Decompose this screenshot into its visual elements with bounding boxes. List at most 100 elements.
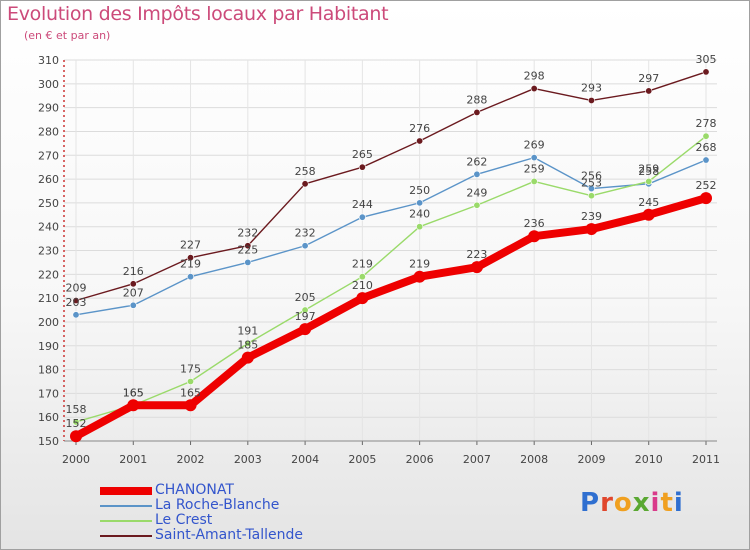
data-label-la-roche-blanche: 256 — [581, 170, 602, 183]
data-label-le-crest: 278 — [696, 117, 717, 130]
data-point-le-crest — [473, 201, 481, 209]
data-label-chanonat: 252 — [696, 179, 717, 192]
data-label-la-roche-blanche: 262 — [466, 155, 487, 168]
data-point-saint-amant-tallende — [702, 68, 710, 76]
data-point-la-roche-blanche — [187, 273, 195, 281]
x-tick-label: 2007 — [463, 453, 491, 466]
legend-swatch — [100, 487, 152, 495]
data-point-la-roche-blanche — [587, 185, 595, 193]
data-label-saint-amant-tallende: 265 — [352, 148, 373, 161]
data-point-saint-amant-tallende — [645, 87, 653, 95]
data-point-chanonat — [70, 430, 82, 443]
data-label-saint-amant-tallende: 298 — [524, 70, 545, 83]
data-point-le-crest — [587, 192, 595, 200]
y-tick-label: 280 — [38, 125, 59, 138]
data-label-le-crest: 253 — [581, 177, 602, 190]
data-label-la-roche-blanche: 232 — [295, 227, 316, 240]
y-tick-label: 150 — [38, 435, 59, 448]
data-point-la-roche-blanche — [72, 311, 80, 319]
data-point-la-roche-blanche — [473, 170, 481, 178]
data-label-saint-amant-tallende: 232 — [237, 227, 258, 240]
legend-label: La Roche-Blanche — [155, 497, 280, 513]
series-line-chanonat — [74, 194, 708, 440]
data-label-chanonat: 239 — [581, 210, 602, 223]
data-point-la-roche-blanche — [244, 258, 252, 266]
data-point-chanonat — [299, 323, 312, 336]
data-label-le-crest: 205 — [295, 291, 316, 304]
x-tick-label: 2003 — [234, 453, 262, 466]
data-point-saint-amant-tallende — [72, 297, 80, 305]
data-label-la-roche-blanche: 207 — [123, 286, 144, 299]
data-label-la-roche-blanche: 258 — [638, 165, 659, 178]
grid — [64, 59, 717, 442]
x-tick-label: 2009 — [577, 453, 605, 466]
legend-label: Saint-Amant-Tallende — [155, 527, 303, 543]
data-point-le-crest — [530, 177, 538, 185]
data-point-saint-amant-tallende — [129, 280, 137, 288]
series-line-la-roche-blanche — [75, 156, 707, 316]
data-point-chanonat — [642, 208, 655, 221]
data-point-la-roche-blanche — [702, 156, 710, 164]
data-point-le-crest — [702, 132, 710, 140]
data-point-la-roche-blanche — [301, 242, 309, 250]
y-tick-label: 160 — [38, 411, 59, 424]
data-point-saint-amant-tallende — [416, 137, 424, 145]
data-point-le-crest — [187, 377, 195, 385]
legend-item-saint-amant-tallende: Saint-Amant-Tallende — [100, 527, 360, 544]
data-point-le-crest — [72, 418, 80, 426]
data-label-le-crest: 249 — [466, 186, 487, 199]
data-label-le-crest: 259 — [524, 162, 545, 175]
proxiti-logo: Proxiti — [580, 488, 684, 518]
data-label-saint-amant-tallende: 227 — [180, 239, 201, 252]
legend-item-la-roche-blanche: La Roche-Blanche — [100, 497, 360, 514]
y-tick-label: 290 — [38, 102, 59, 115]
series-line-saint-amant-tallende — [75, 71, 707, 302]
data-label-chanonat: 245 — [638, 196, 659, 209]
logo-letter: x — [632, 488, 651, 518]
data-point-chanonat — [184, 399, 197, 412]
axes: 150 160 170 180 190 200 210 220 230 240 250 260 270 2… — [38, 54, 720, 466]
data-point-la-roche-blanche — [416, 199, 424, 207]
data-point-saint-amant-tallende — [301, 180, 309, 188]
legend: CHANONAT La Roche-Blanche Le Crest Saint-Am… — [100, 482, 360, 544]
data-point-chanonat — [700, 192, 712, 205]
y-tick-label: 270 — [38, 149, 59, 162]
y-tick-label: 260 — [38, 173, 59, 186]
data-label-le-crest: 158 — [66, 403, 87, 416]
data-point-le-crest — [244, 339, 252, 347]
chart-subtitle: (en € et par an) — [24, 29, 111, 42]
data-point-chanonat — [470, 261, 483, 274]
data-point-le-crest — [301, 306, 309, 314]
x-tick-label: 2011 — [692, 453, 720, 466]
chart-title: Evolution des Impôts locaux par Habitant — [7, 3, 389, 25]
data-label-chanonat: 210 — [352, 279, 373, 292]
data-label-saint-amant-tallende: 209 — [66, 282, 87, 295]
data-point-chanonat — [413, 270, 426, 283]
y-tick-label: 210 — [38, 292, 59, 305]
data-label-le-crest: 175 — [180, 362, 201, 375]
logo-letter: o — [613, 488, 633, 518]
data-label-la-roche-blanche: 268 — [696, 141, 717, 154]
data-label-saint-amant-tallende: 297 — [638, 72, 659, 85]
data-label-saint-amant-tallende: 216 — [123, 265, 144, 278]
data-point-chanonat — [241, 351, 254, 364]
legend-label: Le Crest — [155, 512, 213, 528]
data-point-chanonat — [528, 230, 541, 243]
logo-letter: r — [600, 488, 614, 518]
legend-swatch — [100, 520, 152, 522]
data-label-chanonat: 185 — [237, 339, 258, 352]
data-label-saint-amant-tallende: 288 — [466, 93, 487, 106]
y-tick-label: 310 — [38, 54, 59, 67]
data-label-la-roche-blanche: 219 — [180, 258, 201, 271]
data-label-le-crest: 191 — [237, 324, 258, 337]
data-point-le-crest — [416, 223, 424, 231]
data-label-la-roche-blanche: 203 — [66, 296, 87, 309]
x-tick-label: 2002 — [177, 453, 205, 466]
data-label-chanonat: 219 — [409, 258, 430, 271]
series-line-le-crest — [75, 135, 707, 423]
legend-swatch — [100, 535, 152, 537]
legend-item-le-crest: Le Crest — [100, 512, 360, 529]
data-label-chanonat: 223 — [466, 248, 487, 261]
